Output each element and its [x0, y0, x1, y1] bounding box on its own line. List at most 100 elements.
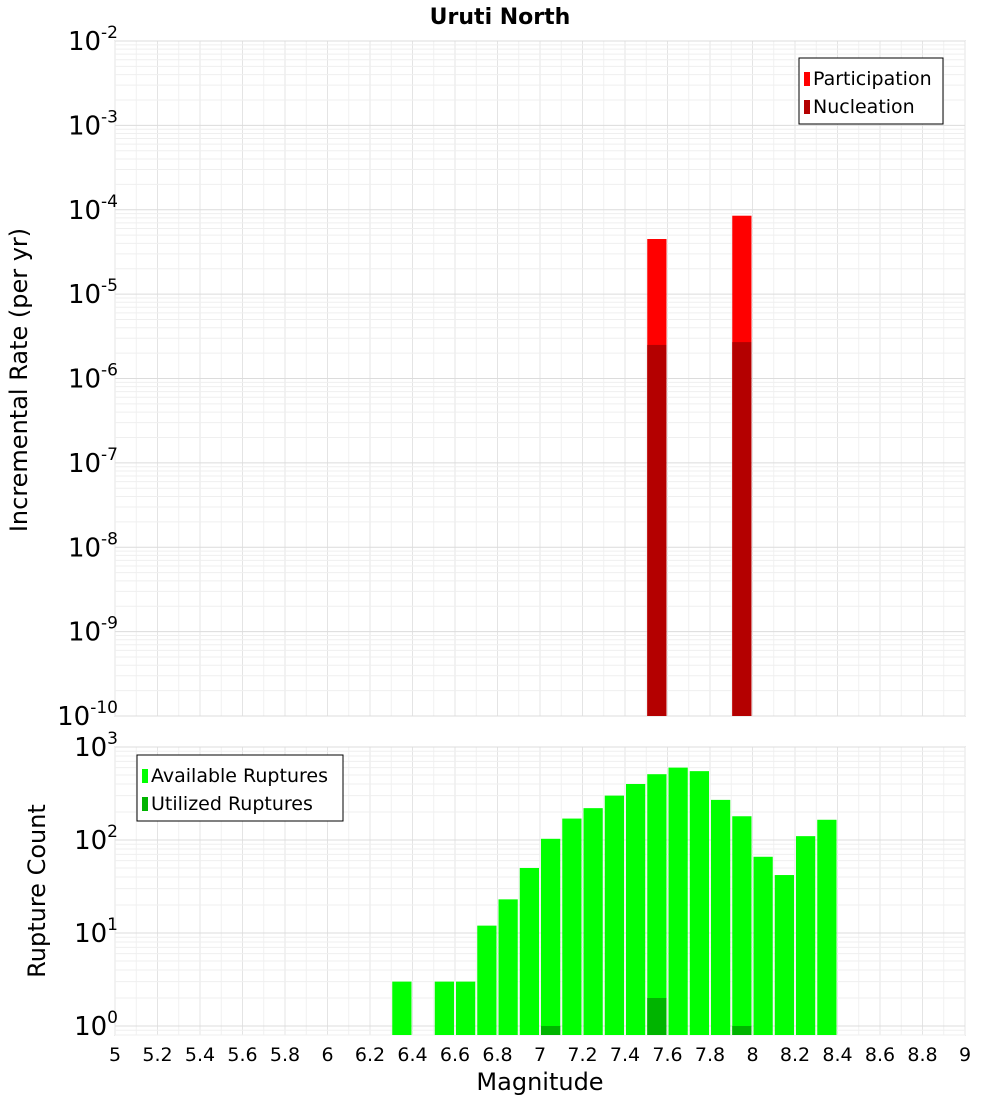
legend-label: Available Ruptures [151, 765, 328, 787]
x-tick-labels: 5 5.2 5.4 5.6 5.8 6 6.2 6.4 6.6 6.8 7 7.2 7.4 7.6 7.8 8… [109, 1044, 971, 1066]
y-tick-label: 10-8 [68, 529, 118, 563]
bar-available-ruptures [477, 925, 497, 1035]
y-tick-exponent: -8 [101, 529, 118, 549]
bottom-legend: Available Ruptures Utilized Ruptures [136, 754, 344, 822]
bar-available-ruptures [647, 774, 667, 1035]
y-tick-base: 10 [68, 280, 101, 310]
y-tick-exponent: 3 [107, 729, 118, 749]
y-tick-base: 10 [74, 733, 107, 763]
x-tick-label: 8.2 [780, 1044, 810, 1066]
legend-label: Utilized Ruptures [151, 793, 313, 815]
y-tick-base: 10 [68, 533, 101, 563]
chart-title: Uruti North [430, 5, 571, 30]
x-tick-label: 7 [534, 1044, 546, 1066]
bar-available-ruptures [498, 899, 518, 1035]
x-tick-label: 6.4 [397, 1044, 427, 1066]
bar-available-ruptures [456, 981, 476, 1035]
bar-available-ruptures [711, 799, 731, 1035]
legend-swatch [142, 797, 148, 811]
top-y-axis-label: Incremental Rate (per yr) [5, 228, 33, 532]
y-tick-base: 10 [74, 919, 107, 949]
y-tick-exponent: -9 [101, 614, 118, 634]
legend-box [798, 57, 944, 125]
x-tick-label: 5.4 [185, 1044, 215, 1066]
y-tick-base: 10 [68, 365, 101, 395]
y-tick-label: 103 [74, 729, 118, 763]
top-grid [114, 40, 966, 717]
bar-available-ruptures [817, 819, 837, 1035]
bar-available-ruptures [774, 875, 794, 1035]
legend-label: Participation [813, 68, 932, 90]
y-tick-base: 10 [68, 27, 101, 57]
x-tick-label: 6 [321, 1044, 333, 1066]
y-tick-label: 10-10 [57, 698, 118, 732]
bar-available-ruptures [626, 784, 646, 1035]
x-tick-label: 8 [746, 1044, 758, 1066]
bar-utilized-ruptures [541, 1025, 561, 1035]
bar-available-ruptures [732, 816, 752, 1035]
y-tick-exponent: -7 [101, 445, 118, 465]
x-tick-label: 5.8 [270, 1044, 300, 1066]
bar-available-ruptures [583, 808, 603, 1035]
x-tick-label: 9 [959, 1044, 971, 1066]
y-tick-exponent: -5 [101, 276, 118, 296]
x-tick-label: 7.6 [652, 1044, 682, 1066]
legend-box [136, 754, 344, 822]
y-tick-label: 102 [74, 822, 118, 856]
y-tick-label: 10-6 [68, 361, 118, 395]
x-tick-label: 7.2 [567, 1044, 597, 1066]
y-tick-exponent: -2 [101, 23, 118, 43]
y-tick-exponent: 1 [107, 915, 118, 935]
y-tick-base: 10 [74, 826, 107, 856]
y-tick-label: 10-3 [68, 107, 118, 141]
bar-available-ruptures [519, 867, 539, 1035]
y-tick-exponent: -6 [101, 361, 118, 381]
bar-available-ruptures [689, 771, 709, 1035]
y-tick-label: 10-2 [68, 23, 118, 57]
y-tick-base: 10 [68, 449, 101, 479]
bar-utilized-ruptures [732, 1025, 752, 1035]
bar-utilized-ruptures [647, 997, 667, 1035]
x-tick-label: 6.6 [440, 1044, 470, 1066]
y-tick-exponent: -3 [101, 107, 118, 127]
y-tick-exponent: 2 [107, 822, 118, 842]
x-tick-label: 5.6 [227, 1044, 257, 1066]
x-tick-label: 5 [109, 1044, 121, 1066]
top-legend: Participation Nucleation [798, 57, 944, 125]
y-tick-exponent: 0 [107, 1008, 118, 1028]
y-tick-base: 10 [68, 618, 101, 648]
x-tick-label: 7.8 [695, 1044, 725, 1066]
x-tick-label: 7.4 [610, 1044, 640, 1066]
y-tick-label: 100 [74, 1008, 118, 1042]
x-tick-label: 6.2 [355, 1044, 385, 1066]
y-tick-exponent: -10 [90, 698, 118, 718]
bar-available-ruptures [753, 856, 773, 1035]
x-tick-label: 8.8 [907, 1044, 937, 1066]
y-tick-base: 10 [57, 702, 90, 732]
legend-swatch [142, 769, 148, 783]
bar-available-ruptures [392, 981, 412, 1035]
y-tick-base: 10 [74, 1012, 107, 1042]
x-tick-label: 8.6 [865, 1044, 895, 1066]
x-tick-label: 5.2 [142, 1044, 172, 1066]
y-tick-label: 101 [74, 915, 118, 949]
legend-swatch [804, 100, 810, 114]
legend-swatch [804, 72, 810, 86]
x-tick-label: 6.8 [482, 1044, 512, 1066]
legend-label: Nucleation [813, 96, 915, 118]
y-tick-label: 10-7 [68, 445, 118, 479]
bar-available-ruptures [668, 767, 688, 1035]
bar-available-ruptures [796, 836, 816, 1035]
y-tick-label: 10-9 [68, 614, 118, 648]
bottom-bars [392, 767, 837, 1035]
bottom-y-axis-label: Rupture Count [23, 804, 51, 978]
y-tick-base: 10 [68, 196, 101, 226]
top-bars [647, 215, 752, 717]
y-tick-label: 10-5 [68, 276, 118, 310]
x-tick-label: 8.4 [822, 1044, 852, 1066]
y-tick-label: 10-4 [68, 192, 118, 226]
